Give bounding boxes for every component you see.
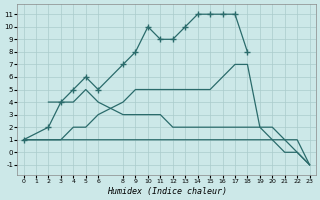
X-axis label: Humidex (Indice chaleur): Humidex (Indice chaleur): [107, 187, 227, 196]
